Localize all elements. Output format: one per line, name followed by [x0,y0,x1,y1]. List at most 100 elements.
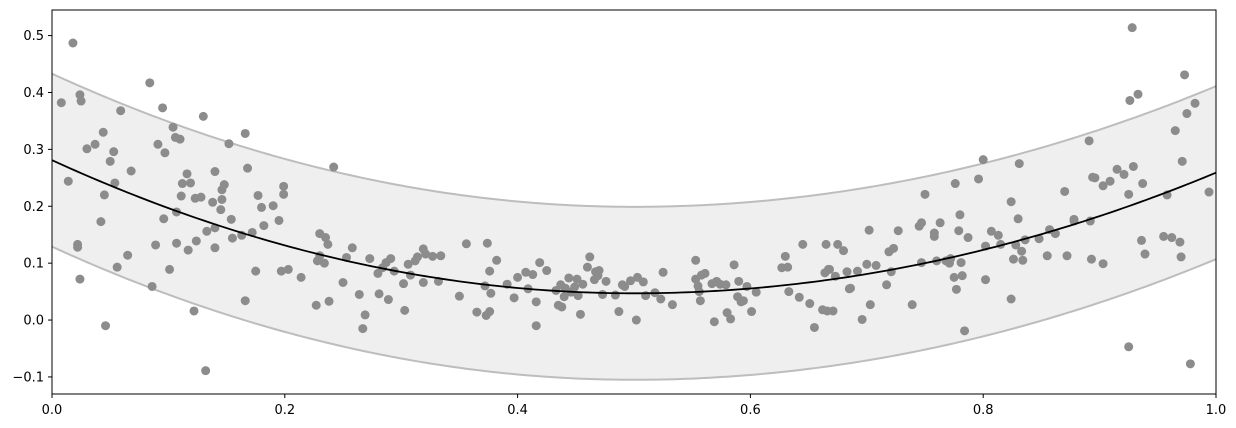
data-point [1008,254,1018,264]
data-point [151,240,161,250]
data-point [159,214,169,224]
data-point [542,266,552,276]
data-point [986,226,996,236]
band-upper-edge [52,72,1216,208]
data-point [614,307,624,317]
data-point [1185,359,1195,369]
x-tick-label: 0.0 [42,403,63,418]
data-point [243,163,253,173]
data-point [1112,164,1122,174]
data-point [857,314,867,324]
data-point [210,167,220,177]
data-point [638,277,648,287]
data-point [557,302,567,312]
data-point [1105,176,1115,186]
data-point [955,210,965,220]
data-point [917,218,927,228]
data-point [96,217,106,227]
data-point [709,317,719,327]
data-point [929,228,939,238]
data-point [76,96,86,106]
y-tick-label: −0.1 [12,370,44,385]
data-point [1090,173,1100,183]
data-point [734,276,744,286]
data-point [147,281,157,291]
data-point [842,267,852,277]
x-tick-label: 0.8 [973,403,994,418]
x-axis: 0.0 0.2 0.4 0.6 0.8 1.0 [42,394,1226,418]
data-point [240,296,250,306]
data-point [585,252,595,262]
x-tick-label: 0.6 [740,403,761,418]
fit-line [52,159,1216,295]
data-point [729,260,739,270]
data-point [145,78,155,88]
data-point [63,176,73,186]
data-point [598,289,608,299]
data-point [216,205,226,215]
data-point [454,291,464,301]
data-point [323,239,333,249]
band-lower-edge [52,245,1216,381]
data-point [833,239,843,249]
x-tick-label: 0.2 [274,403,295,418]
data-point [1133,89,1143,99]
data-point [862,259,872,269]
data-point [1204,187,1214,197]
data-point [893,226,903,236]
data-point [1017,246,1027,256]
data-point [217,194,227,204]
data-point [954,226,964,236]
data-point [486,288,496,298]
data-point [751,287,761,297]
data-point [274,215,284,225]
data-point [56,98,66,108]
data-point [358,324,368,334]
data-point [1170,126,1180,136]
data-point [1175,237,1185,247]
scatter-points [56,23,1214,376]
data-point [189,306,199,316]
data-point [279,181,289,191]
data-point [784,287,794,297]
data-point [210,243,220,253]
data-point [183,245,193,255]
data-point [828,306,838,316]
data-point [570,282,580,292]
data-point [794,292,804,302]
data-point [594,266,604,276]
data-point [123,250,133,260]
data-point [564,273,574,283]
data-point [321,233,331,243]
plot-frame [51,9,1217,395]
data-point [413,252,422,262]
data-point [839,246,849,256]
data-point [950,179,960,189]
data-point [1098,181,1108,191]
data-point [805,299,815,309]
data-point [957,271,967,281]
data-point [726,314,736,324]
data-point [240,128,250,138]
data-point [175,134,185,144]
data-point [864,225,874,235]
data-point [783,262,793,272]
data-point [573,291,583,301]
data-point [821,239,831,249]
data-point [251,266,261,276]
data-point [981,275,991,285]
y-tick-label: 0.1 [23,257,44,272]
data-point [825,264,835,274]
data-point [374,289,384,299]
data-point [436,251,446,261]
data-point [1062,251,1072,261]
data-point [196,192,206,202]
data-point [978,155,988,165]
data-point [98,127,108,137]
data-point [700,268,710,278]
data-point [73,242,83,252]
data-point [68,38,78,48]
data-point [1124,189,1134,199]
data-point [492,255,502,265]
data-point [846,283,855,293]
